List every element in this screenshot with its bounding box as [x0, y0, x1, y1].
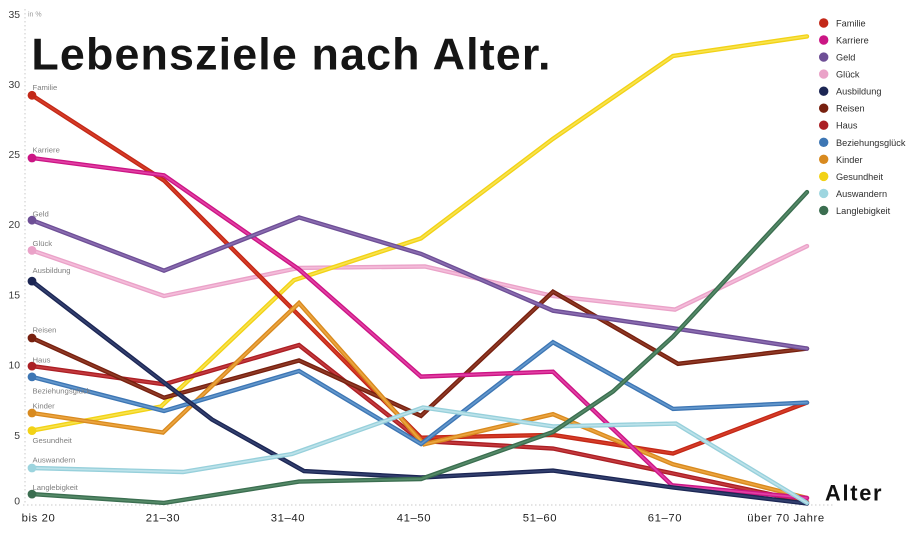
svg-text:31–40: 31–40 — [271, 513, 305, 525]
svg-text:Lebensziele nach Alter.: Lebensziele nach Alter. — [31, 29, 550, 79]
svg-text:Reisen: Reisen — [836, 104, 865, 114]
svg-text:Auswandern: Auswandern — [33, 456, 76, 465]
svg-text:30: 30 — [8, 80, 20, 91]
svg-text:Familie: Familie — [33, 83, 58, 92]
svg-text:Karriere: Karriere — [33, 146, 60, 155]
svg-text:15: 15 — [8, 291, 20, 302]
svg-text:0: 0 — [14, 497, 20, 508]
svg-text:Beziehungsglück: Beziehungsglück — [33, 386, 91, 395]
svg-text:10: 10 — [8, 361, 20, 372]
svg-text:20: 20 — [8, 220, 20, 231]
svg-text:Karriere: Karriere — [836, 36, 869, 46]
svg-text:Reisen: Reisen — [33, 325, 57, 334]
svg-text:21–30: 21–30 — [146, 513, 180, 525]
svg-text:51–60: 51–60 — [523, 513, 557, 525]
svg-text:Kinder: Kinder — [33, 402, 56, 411]
svg-text:Langlebigkeit: Langlebigkeit — [33, 483, 79, 492]
svg-text:Beziehungsglück: Beziehungsglück — [836, 138, 906, 148]
svg-text:Glück: Glück — [33, 239, 53, 248]
svg-text:Familie: Familie — [836, 19, 866, 29]
svg-text:Kinder: Kinder — [836, 155, 863, 165]
svg-text:Geld: Geld — [836, 53, 855, 63]
svg-text:Ausbildung: Ausbildung — [836, 87, 881, 97]
svg-text:41–50: 41–50 — [397, 513, 431, 525]
svg-text:Geld: Geld — [33, 210, 49, 219]
svg-text:Glück: Glück — [836, 70, 860, 80]
svg-text:Ausbildung: Ausbildung — [33, 266, 71, 275]
svg-text:Alter: Alter — [825, 480, 882, 505]
svg-text:bis 20: bis 20 — [22, 513, 56, 525]
svg-text:Haus: Haus — [836, 121, 858, 131]
svg-text:61–70: 61–70 — [648, 513, 682, 525]
svg-text:5: 5 — [14, 431, 20, 442]
svg-text:Gesundheit: Gesundheit — [33, 436, 73, 445]
svg-text:in %: in % — [28, 12, 42, 19]
svg-text:35: 35 — [8, 10, 20, 21]
svg-text:über 70 Jahre: über 70 Jahre — [747, 513, 825, 525]
svg-text:25: 25 — [8, 150, 20, 161]
svg-text:Haus: Haus — [33, 356, 51, 365]
svg-text:Auswandern: Auswandern — [836, 189, 887, 199]
svg-text:Langlebigkeit: Langlebigkeit — [836, 206, 891, 216]
svg-text:Gesundheit: Gesundheit — [836, 172, 883, 182]
